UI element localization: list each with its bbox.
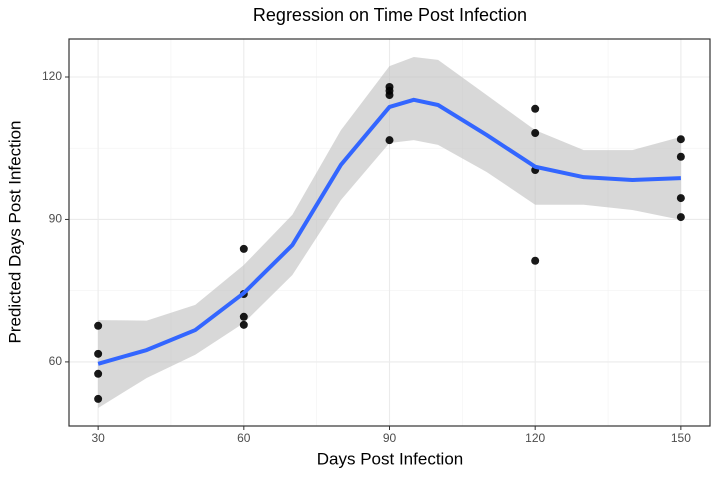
point xyxy=(94,321,103,330)
point xyxy=(239,320,248,329)
point xyxy=(385,91,394,100)
point xyxy=(676,135,685,144)
x-tick-label: 150 xyxy=(671,431,691,445)
y-tick-label: 60 xyxy=(49,354,63,368)
y-tick-label: 120 xyxy=(42,69,62,83)
point xyxy=(676,213,685,222)
point xyxy=(239,312,248,321)
point xyxy=(676,152,685,161)
panel-border xyxy=(68,38,711,427)
point xyxy=(94,369,103,378)
point xyxy=(239,244,248,253)
x-tick-label: 60 xyxy=(237,431,251,445)
point xyxy=(531,104,540,113)
point xyxy=(531,256,540,265)
point xyxy=(94,394,103,403)
chart-title: Regression on Time Post Infection xyxy=(253,5,527,25)
point xyxy=(676,194,685,203)
x-axis-label: Days Post Infection xyxy=(317,449,463,468)
point xyxy=(531,129,540,138)
x-tick-label: 90 xyxy=(383,431,397,445)
y-tick-label: 90 xyxy=(49,212,63,226)
x-tick-label: 120 xyxy=(525,431,545,445)
point xyxy=(94,349,103,358)
x-tick-label: 30 xyxy=(91,431,105,445)
y-axis-label: Predicted Days Post Infection xyxy=(5,120,24,343)
smooth-line xyxy=(97,97,681,366)
point xyxy=(385,136,394,145)
